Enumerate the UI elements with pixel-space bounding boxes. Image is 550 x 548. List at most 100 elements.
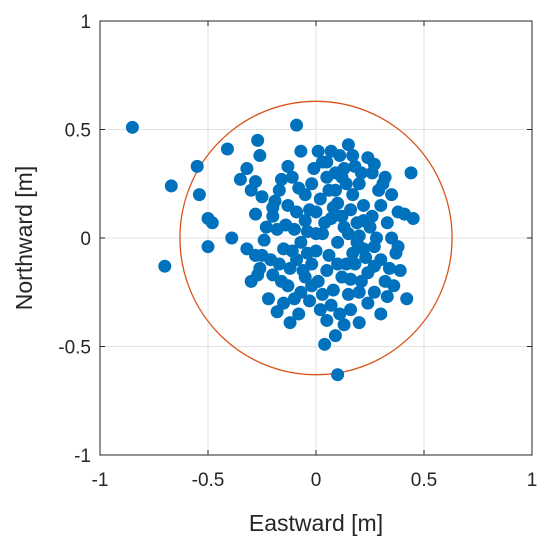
scatter-point — [378, 274, 392, 288]
scatter-point — [367, 285, 381, 299]
scatter-point — [311, 144, 325, 158]
y-axis-label: Northward [m] — [11, 166, 37, 310]
scatter-point — [192, 188, 206, 202]
scatter-point — [341, 138, 355, 152]
scatter-point — [279, 218, 293, 232]
scatter-point — [220, 142, 234, 156]
scatter-point — [290, 118, 304, 132]
scatter-point — [320, 313, 334, 327]
scatter-point — [326, 283, 340, 297]
scatter-point — [281, 159, 295, 173]
scatter-point — [331, 257, 345, 271]
scatter-point — [303, 294, 317, 308]
scatter-point — [333, 149, 347, 163]
scatter-point — [285, 170, 299, 184]
scatter-point — [331, 235, 345, 249]
scatter-point — [341, 227, 355, 241]
scatter-point — [404, 166, 418, 180]
scatter-point — [190, 159, 204, 173]
scatter-point — [309, 227, 323, 241]
scatter-point — [391, 240, 405, 254]
scatter-point — [376, 177, 390, 191]
scatter-point — [341, 287, 355, 301]
scatter-point — [344, 272, 358, 286]
scatter-point — [380, 290, 394, 304]
scatter-point — [346, 188, 360, 202]
scatter-point — [357, 198, 371, 212]
scatter-point — [305, 177, 319, 191]
scatter-point — [158, 259, 172, 273]
scatter-point — [309, 244, 323, 258]
scatter-point — [283, 316, 297, 330]
scatter-point — [272, 257, 286, 271]
scatter-point — [294, 144, 308, 158]
scatter-point — [352, 177, 366, 191]
scatter-point — [233, 172, 247, 186]
x-tick-label: 0 — [311, 470, 322, 491]
scatter-point — [313, 192, 327, 206]
scatter-point — [326, 201, 340, 215]
scatter-point — [259, 220, 273, 234]
y-tick-label: 1 — [80, 12, 91, 33]
scatter-point — [294, 235, 308, 249]
scatter-point — [320, 155, 334, 169]
scatter-point — [313, 303, 327, 317]
scatter-point — [320, 264, 334, 278]
x-tick-label: 0.5 — [411, 470, 437, 491]
scatter-point — [277, 296, 291, 310]
y-tick-label: 0.5 — [65, 121, 91, 142]
scatter-point — [400, 292, 414, 306]
scatter-point — [361, 296, 375, 310]
scatter-point — [253, 149, 267, 163]
scatter-point — [274, 172, 288, 186]
scatter-point — [305, 279, 319, 293]
scatter-point — [164, 179, 178, 193]
scatter-point — [315, 287, 329, 301]
scatter-point — [361, 266, 375, 280]
scatter-point — [292, 307, 306, 321]
scatter-point — [318, 216, 332, 230]
scatter-point — [261, 292, 275, 306]
scatter-point — [296, 264, 310, 278]
scatter-point — [322, 248, 336, 262]
y-tick-label: -1 — [74, 446, 91, 467]
scatter-point — [346, 246, 360, 260]
scatter-point — [205, 216, 219, 230]
scatter-point — [352, 229, 366, 243]
x-tick-label: 1 — [527, 470, 538, 491]
scatter-point — [406, 211, 420, 225]
scatter-point — [374, 307, 388, 321]
scatter-point — [125, 120, 139, 134]
scatter-point — [335, 170, 349, 184]
scatter-point — [201, 240, 215, 254]
scatter-point — [382, 261, 396, 275]
scatter-point — [380, 216, 394, 230]
scatter-point — [352, 316, 366, 330]
scatter-point — [225, 231, 239, 245]
scatter-point — [333, 307, 347, 321]
x-axis-label: Eastward [m] — [249, 510, 383, 536]
scatter-point — [255, 190, 269, 204]
scatter-point — [331, 368, 345, 382]
scatter-point — [328, 329, 342, 343]
scatter-point — [352, 285, 366, 299]
scatter-point — [240, 162, 254, 176]
x-tick-label: -1 — [92, 470, 109, 491]
scatter-point — [249, 175, 263, 189]
scatter-point — [354, 166, 368, 180]
scatter-point — [335, 209, 349, 223]
scatter-point — [344, 303, 358, 317]
x-tick-label: -0.5 — [192, 470, 225, 491]
reference-circle-layer — [179, 100, 453, 376]
y-tick-labels: -1 -0.5 0 0.5 1 — [58, 12, 91, 467]
scatter-point — [357, 214, 371, 228]
scatter-point — [294, 285, 308, 299]
scatter-point — [285, 244, 299, 258]
scatter-point — [324, 298, 338, 312]
scatter-point — [318, 337, 332, 351]
scatter-point — [290, 205, 304, 219]
scatter-point — [272, 183, 286, 197]
scatter-point — [367, 157, 381, 171]
scatter-point — [393, 264, 407, 278]
scatter-point — [298, 214, 312, 228]
